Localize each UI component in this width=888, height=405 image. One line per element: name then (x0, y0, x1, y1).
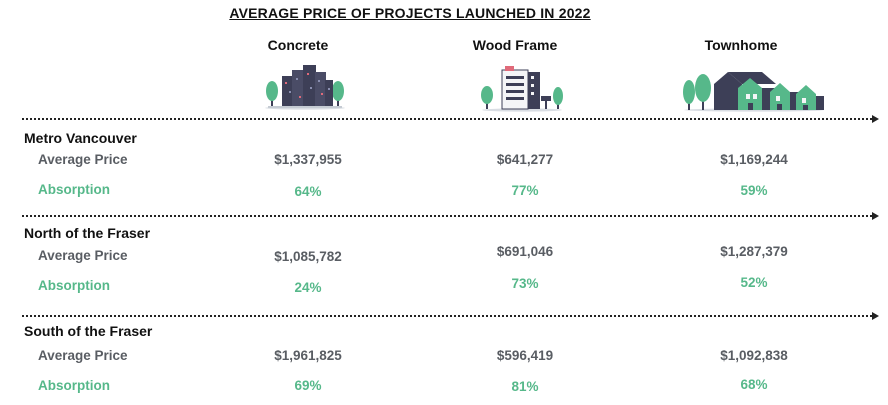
absorption-label: Absorption (38, 278, 110, 293)
absorption-value: 68% (740, 377, 768, 392)
price-value: $1,092,838 (720, 348, 788, 363)
absorption-label: Absorption (38, 378, 110, 393)
absorption-value: 73% (511, 276, 539, 291)
section-divider (22, 315, 876, 317)
average-price-label: Average Price (38, 248, 128, 263)
price-value: $596,419 (496, 348, 554, 363)
section-divider (22, 215, 876, 217)
absorption-label: Absorption (38, 182, 110, 197)
price-value: $641,277 (496, 152, 554, 167)
price-value: $1,961,825 (274, 348, 342, 363)
wood-frame-building-icon (481, 66, 563, 112)
region-label: North of the Fraser (24, 225, 151, 241)
region-label: South of the Fraser (24, 323, 153, 339)
concrete-building-icon (265, 65, 345, 110)
average-price-label: Average Price (38, 348, 128, 363)
absorption-value: 81% (511, 379, 539, 394)
absorption-value: 59% (740, 183, 768, 198)
divider-arrow-icon (872, 115, 879, 123)
price-value: $1,287,379 (720, 244, 788, 259)
chart-title: AVERAGE PRICE OF PROJECTS LAUNCHED IN 20… (229, 5, 591, 21)
column-header-concrete: Concrete (267, 37, 329, 53)
region-label: Metro Vancouver (24, 130, 137, 146)
townhome-icon (683, 72, 824, 112)
column-header-wood-frame: Wood Frame (472, 37, 558, 53)
absorption-value: 24% (294, 280, 322, 295)
absorption-value: 69% (294, 378, 322, 393)
column-header-townhome: Townhome (704, 37, 778, 53)
price-value: $1,169,244 (720, 152, 788, 167)
section-divider (22, 118, 876, 120)
absorption-value: 52% (740, 275, 768, 290)
absorption-value: 77% (511, 183, 539, 198)
average-price-label: Average Price (38, 152, 128, 167)
divider-arrow-icon (872, 212, 879, 220)
price-value: $691,046 (496, 244, 554, 259)
price-value: $1,337,955 (274, 152, 342, 167)
divider-arrow-icon (872, 312, 879, 320)
price-value: $1,085,782 (274, 249, 342, 264)
absorption-value: 64% (294, 184, 322, 199)
